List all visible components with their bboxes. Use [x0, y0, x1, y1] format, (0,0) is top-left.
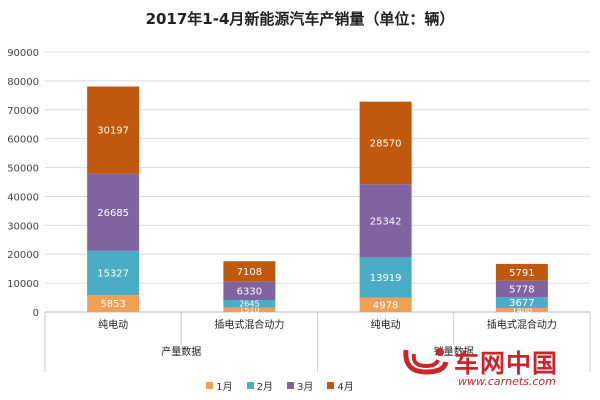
- legend-swatch: [287, 382, 294, 389]
- x-category-label: 纯电动: [98, 318, 128, 331]
- watermark-name: 车网中国: [454, 349, 559, 378]
- bar-segment: [87, 86, 140, 174]
- bar-segment: [223, 299, 276, 308]
- y-tick-label: 80000: [7, 77, 39, 88]
- data-label: 26685: [97, 208, 129, 219]
- legend-swatch: [206, 382, 214, 389]
- bar-segment: [87, 173, 140, 251]
- bar-segment: [495, 307, 548, 312]
- bar-segment: [87, 295, 140, 312]
- watermark: 车网中国 www.carnets.com: [400, 342, 590, 392]
- legend-item: 2月: [246, 378, 273, 393]
- bar-segment: [359, 297, 412, 312]
- data-label: 6330: [237, 286, 262, 297]
- legend: 1月 2月 3月 4月: [0, 378, 560, 393]
- bar-segment: [495, 280, 548, 298]
- y-tick-label: 70000: [7, 106, 39, 117]
- data-label: 30197: [97, 126, 129, 137]
- y-tick-label: 0: [33, 308, 39, 319]
- data-label: 1510: [239, 306, 259, 315]
- y-tick-label: 50000: [7, 164, 39, 175]
- y-tick-label: 10000: [7, 279, 39, 290]
- bar-segment: [495, 263, 548, 281]
- data-label: 7108: [237, 267, 262, 278]
- data-label: 28570: [370, 139, 402, 150]
- data-label: 25342: [370, 216, 402, 227]
- y-tick-label: 30000: [7, 221, 39, 232]
- legend-item: 3月: [287, 378, 313, 393]
- bar-segment: [359, 184, 412, 258]
- y-tick-label: 20000: [7, 250, 39, 261]
- bar-segment: [223, 307, 276, 312]
- x-group-label: 产量数据: [161, 345, 201, 358]
- data-label: 4978: [373, 300, 398, 311]
- legend-swatch: [246, 382, 254, 389]
- legend-swatch: [327, 382, 335, 389]
- watermark-url: www.carnets.com: [458, 375, 556, 388]
- legend-item: 1月: [206, 378, 233, 393]
- x-category-label: 纯电动: [371, 318, 401, 331]
- bar-segment: [223, 281, 276, 300]
- legend-label: 2月: [256, 382, 273, 393]
- bar-segment: [223, 261, 276, 282]
- data-label: 5791: [509, 268, 534, 279]
- data-label: 5853: [100, 299, 125, 310]
- data-label: 3677: [509, 298, 534, 309]
- carnets-logo-icon: [403, 348, 449, 375]
- y-tick-label: 60000: [7, 135, 39, 146]
- data-label: 15327: [97, 269, 129, 280]
- x-category-label: 插电式混合动力: [214, 318, 284, 331]
- bar-segment: [495, 297, 548, 308]
- legend-item: 4月: [327, 378, 354, 393]
- y-tick-label: 90000: [7, 48, 39, 59]
- data-label: 5778: [509, 285, 534, 296]
- legend-label: 4月: [337, 382, 354, 393]
- bar-segment: [87, 250, 140, 296]
- data-label: 13919: [370, 273, 402, 284]
- chart-title: 2017年1-4月新能源汽车产销量（单位：辆）: [145, 10, 455, 28]
- y-tick-label: 40000: [7, 192, 39, 203]
- data-label: 1400: [512, 306, 532, 315]
- legend-label: 1月: [216, 382, 233, 393]
- legend-label: 3月: [297, 382, 314, 393]
- x-group-label: 销量数据: [434, 345, 474, 358]
- bar-segment: [359, 257, 412, 298]
- bar-segment: [359, 101, 412, 185]
- data-label: 2645: [239, 300, 259, 309]
- x-category-label: 插电式混合动力: [487, 318, 557, 331]
